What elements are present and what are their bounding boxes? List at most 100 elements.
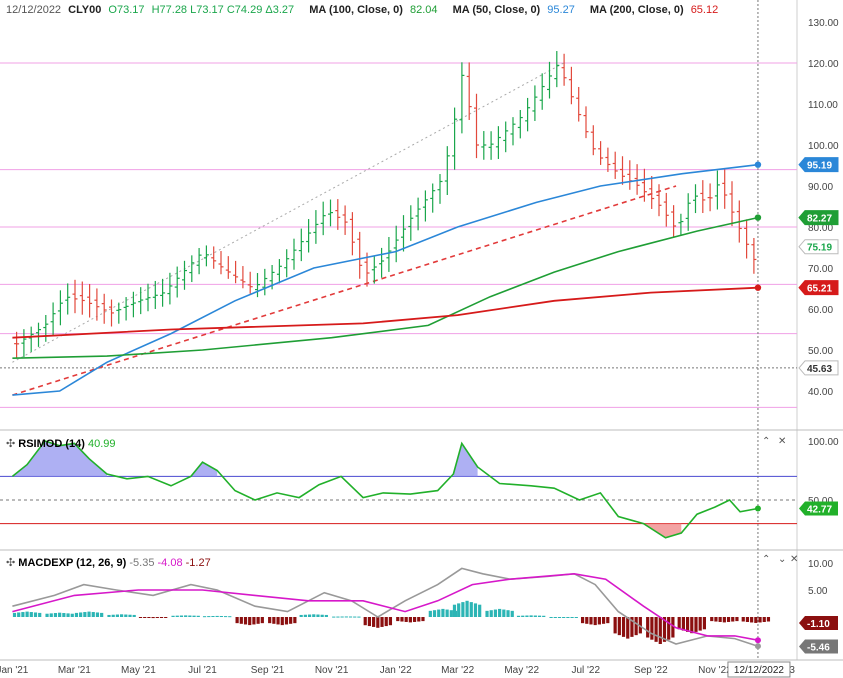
ohlc-bar [663, 192, 669, 227]
ohlc-bar [357, 231, 363, 279]
macd-value-1: -5.35 [129, 557, 155, 569]
ohlc-bar [320, 201, 326, 236]
rsi-collapse-icon[interactable]: ⌃ [762, 436, 771, 447]
macd-histogram-bar [307, 614, 312, 617]
ohlc-bar [612, 151, 618, 179]
macd-histogram-bar [155, 617, 159, 618]
ohlc-bar [65, 283, 71, 315]
ohlc-bar [605, 147, 611, 172]
price-tick-label: 110.00 [808, 100, 838, 111]
macd-collapse-icon[interactable]: ⌃ [762, 554, 771, 565]
ohlc-bar [225, 256, 231, 279]
macd-histogram-bar [445, 609, 449, 617]
macd-histogram-bar [215, 615, 219, 617]
ohlc-bar [174, 266, 180, 298]
ohlc-bar [693, 184, 699, 214]
ohlc-bar [189, 255, 195, 283]
macd-histogram-bar [650, 617, 654, 640]
macd-expand-icon[interactable]: ⌄ [778, 554, 787, 565]
macd-histogram-bar [299, 614, 303, 617]
header-low: L73.17 [190, 4, 224, 16]
ohlc-bar [452, 107, 458, 170]
macd-histogram-bar [437, 609, 441, 617]
macd-histogram-bar [735, 617, 739, 622]
macd-histogram-bar [417, 617, 421, 622]
macd-histogram-bar [348, 616, 353, 618]
macd-value-3: -1.27 [185, 557, 211, 569]
moving-average-end-dot [754, 161, 762, 168]
macd-histogram-bar [457, 603, 461, 617]
ma50-value: 95.27 [547, 4, 575, 16]
price-tick-label: 100.00 [808, 141, 839, 152]
macd-histogram-bar [70, 613, 74, 617]
ohlc-bar [459, 62, 465, 134]
macd-histogram-bar [634, 617, 638, 636]
macd-histogram-bar [525, 615, 529, 617]
moving-average-end-dot [754, 284, 762, 291]
macd-histogram-bar [731, 617, 735, 622]
macd-histogram-bar [138, 617, 143, 618]
macd-histogram-bar [478, 604, 482, 617]
ohlc-bar [160, 278, 166, 307]
rsi-close-icon[interactable]: ✕ [778, 436, 787, 447]
macd-axis-tag [799, 639, 838, 654]
macd-histogram-bar [344, 616, 348, 618]
macd-histogram-bar [239, 617, 243, 624]
macd-histogram-bar [601, 617, 606, 624]
ohlc-bar [474, 93, 480, 159]
ohlc-bar [182, 260, 188, 290]
price-axis-tag [798, 210, 839, 226]
moving-average-line [12, 286, 758, 339]
ohlc-bar [488, 131, 494, 160]
macd-histogram-bar [33, 612, 38, 617]
macd-histogram-bar [280, 617, 284, 626]
macd-histogram-bar [284, 617, 289, 625]
macd-histogram-bar [376, 617, 380, 628]
macd-histogram-bar [363, 617, 367, 626]
macd-histogram-bar [228, 616, 232, 618]
macd-histogram-bar [745, 617, 750, 622]
macd-histogram-bar [685, 617, 690, 632]
ohlc-bar [276, 259, 282, 284]
macd-histogram-bar [324, 614, 328, 617]
macd-histogram-bar [243, 617, 248, 625]
macd-histogram-bar [124, 614, 128, 617]
ohlc-bar [379, 247, 385, 278]
macd-histogram-bar [367, 617, 372, 627]
x-axis-label: May '22 [504, 665, 539, 676]
ohlc-bar [700, 180, 706, 214]
ohlc-bar [685, 193, 691, 231]
macd-histogram-bar [87, 611, 91, 617]
ohlc-bar [386, 237, 392, 272]
ohlc-bar [547, 61, 553, 99]
macd-histogram-bar [12, 612, 17, 617]
macd-histogram-bar [53, 613, 58, 617]
x-axis-label: Mar '22 [441, 665, 474, 676]
macd-histogram-bar [473, 603, 478, 617]
rsi-zone-fill [453, 443, 478, 477]
macd-histogram-bar [29, 612, 33, 617]
ohlc-bar [364, 252, 370, 287]
macd-icon[interactable]: ✣ [6, 557, 16, 569]
macd-histogram-bar [38, 612, 42, 617]
ohlc-bar [568, 66, 574, 105]
macd-histogram-bar [17, 612, 21, 617]
price-tick-label: 70.00 [808, 264, 833, 275]
macd-histogram-bar [537, 615, 542, 617]
macd-value-2: -4.08 [157, 557, 183, 569]
macd-histogram-bar [694, 617, 698, 632]
rsi-icon[interactable]: ✣ [6, 438, 16, 450]
ohlc-bar [422, 190, 428, 222]
rsi-tick-label: 100.00 [808, 437, 839, 448]
macd-histogram-bar [542, 615, 546, 617]
macd-histogram-bar [549, 617, 553, 618]
ohlc-bar [678, 213, 684, 235]
macd-histogram-bar [340, 616, 344, 618]
ohlc-bar [525, 97, 531, 132]
macd-histogram-bar [428, 610, 432, 617]
ohlc-bar [656, 184, 662, 217]
header-symbol: CLY00 [68, 4, 102, 16]
macd-histogram-bar [461, 602, 465, 617]
ohlc-bar [620, 156, 626, 185]
macd-close-icon[interactable]: ✕ [790, 554, 799, 565]
